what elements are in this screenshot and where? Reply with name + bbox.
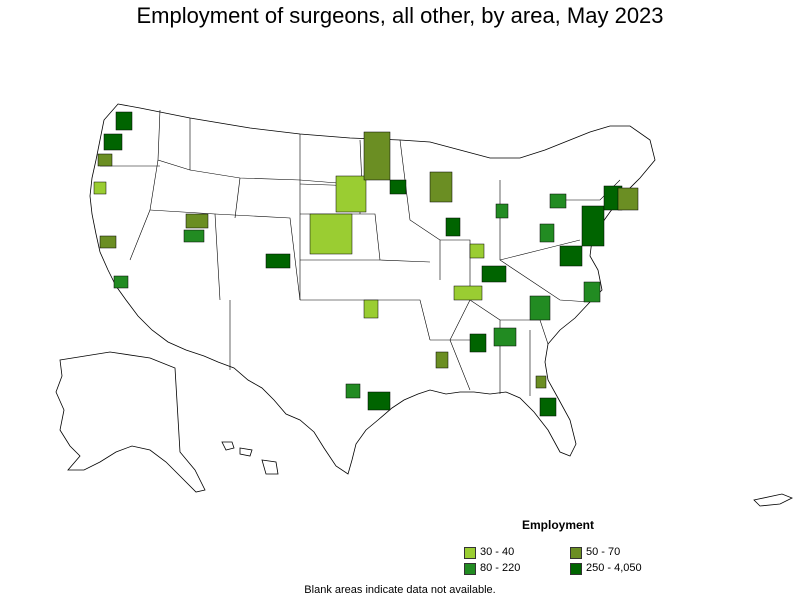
legend-item-50-70: 50 - 70 [570, 546, 620, 559]
region-minneapolis [389, 179, 407, 195]
state-outlines [55, 103, 793, 507]
legend-label: 30 - 40 [480, 546, 515, 558]
region-birmingham [469, 333, 487, 353]
region-north-dakota [363, 131, 391, 181]
region-oklahoma [363, 299, 379, 319]
contiguous-us-outline [89, 103, 656, 475]
region-wisconsin [429, 171, 453, 203]
region-carolinas [529, 295, 551, 321]
region-ohio [481, 265, 507, 283]
region-atlanta [493, 327, 517, 347]
region-boston [617, 187, 639, 211]
region-detroit [495, 203, 509, 219]
region-pennsylvania [539, 223, 555, 243]
legend-swatch [464, 562, 476, 575]
region-kentucky [453, 285, 483, 301]
region-upstate-ny [549, 193, 567, 209]
region-denver [265, 253, 291, 269]
legend-label: 50 - 70 [586, 546, 621, 558]
region-dallas [345, 383, 361, 399]
region-mississippi [435, 351, 449, 369]
region-virginia-south [583, 281, 601, 303]
region-seattle [115, 111, 133, 131]
legend-item-80-220: 80 - 220 [464, 562, 520, 575]
legend-label: 80 - 220 [480, 562, 521, 574]
legend-item-250-4050: 250 - 4,050 [570, 562, 642, 575]
region-western-kansas-nebraska [309, 213, 353, 255]
map-title: Employment of surgeons, all other, by ar… [136, 3, 664, 28]
legend-label: 250 - 4,050 [586, 562, 642, 574]
hawaii-outline [221, 441, 279, 475]
region-sacramento [99, 235, 117, 249]
region-houston [367, 391, 391, 411]
legend-swatch [570, 562, 582, 575]
region-florida-north [535, 375, 547, 389]
alaska-outline [55, 351, 206, 493]
region-chicago [445, 217, 461, 237]
region-provo [183, 229, 205, 243]
region-los-angeles [113, 275, 129, 289]
region-new-york [581, 205, 605, 247]
region-salt-lake-city [185, 213, 209, 229]
legend-item-30-40: 30 - 40 [464, 546, 514, 559]
region-salem [97, 153, 113, 167]
legend-swatch [570, 546, 582, 559]
region-indiana [469, 243, 485, 259]
region-bend [93, 181, 107, 195]
region-virginia [559, 245, 583, 267]
region-south-dakota [335, 175, 367, 213]
puerto-rico-outline [753, 493, 793, 507]
region-florida [539, 397, 557, 417]
footnote: Blank areas indicate data not available. [304, 584, 496, 596]
legend-swatch [464, 546, 476, 559]
legend-title: Employment [522, 518, 595, 532]
region-portland [103, 133, 123, 151]
